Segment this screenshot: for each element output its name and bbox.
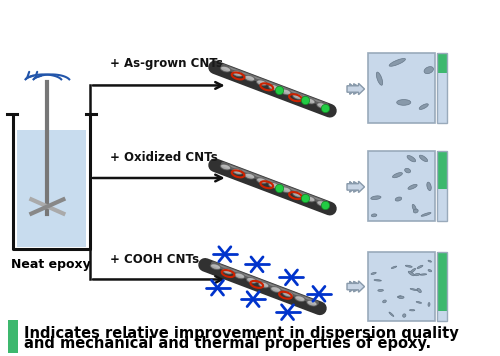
Ellipse shape <box>304 196 315 202</box>
Text: + COOH CNTs: + COOH CNTs <box>110 253 199 266</box>
Bar <box>437 151 446 189</box>
Ellipse shape <box>292 94 303 99</box>
Ellipse shape <box>424 67 434 74</box>
Ellipse shape <box>270 287 281 292</box>
Ellipse shape <box>396 100 411 105</box>
Ellipse shape <box>304 98 315 104</box>
Ellipse shape <box>407 156 416 162</box>
Text: Indicates relative improvement in dispersion quality: Indicates relative improvement in disper… <box>24 326 459 341</box>
Ellipse shape <box>268 84 279 90</box>
Bar <box>437 53 446 123</box>
Ellipse shape <box>395 197 402 201</box>
Bar <box>368 151 435 221</box>
Ellipse shape <box>374 279 382 281</box>
Ellipse shape <box>410 268 416 273</box>
Ellipse shape <box>232 71 242 77</box>
Ellipse shape <box>420 155 428 162</box>
Ellipse shape <box>280 89 291 95</box>
Ellipse shape <box>244 173 255 179</box>
Bar <box>437 189 446 221</box>
Ellipse shape <box>392 266 396 268</box>
Ellipse shape <box>417 265 423 268</box>
Ellipse shape <box>282 291 293 297</box>
Bar <box>437 53 446 73</box>
Bar <box>16 130 86 247</box>
Ellipse shape <box>371 196 381 200</box>
Ellipse shape <box>398 296 402 297</box>
Ellipse shape <box>307 300 317 306</box>
Bar <box>437 252 446 321</box>
Ellipse shape <box>428 303 430 307</box>
Ellipse shape <box>220 164 230 170</box>
Ellipse shape <box>408 271 414 276</box>
Ellipse shape <box>294 296 305 302</box>
Ellipse shape <box>372 214 377 217</box>
Ellipse shape <box>246 277 257 283</box>
Ellipse shape <box>414 273 420 276</box>
Ellipse shape <box>371 272 376 274</box>
FancyArrow shape <box>347 181 364 193</box>
Ellipse shape <box>378 289 384 291</box>
Ellipse shape <box>222 268 232 274</box>
Bar <box>368 53 435 123</box>
Ellipse shape <box>398 296 404 299</box>
Bar <box>437 311 446 321</box>
Ellipse shape <box>234 273 245 279</box>
Ellipse shape <box>412 204 416 212</box>
Text: and mechanical and thermal properties of epoxy.: and mechanical and thermal properties of… <box>24 336 431 351</box>
Bar <box>368 252 435 321</box>
Ellipse shape <box>428 269 432 272</box>
FancyArrow shape <box>347 281 364 292</box>
Ellipse shape <box>232 169 242 174</box>
Ellipse shape <box>414 209 418 213</box>
Ellipse shape <box>428 260 432 262</box>
Ellipse shape <box>258 282 269 288</box>
FancyArrow shape <box>347 83 364 95</box>
Ellipse shape <box>256 178 267 184</box>
Ellipse shape <box>421 213 431 216</box>
Ellipse shape <box>408 184 417 189</box>
Ellipse shape <box>404 168 410 173</box>
Ellipse shape <box>280 187 291 193</box>
Ellipse shape <box>256 80 267 86</box>
Ellipse shape <box>410 309 415 311</box>
Ellipse shape <box>292 192 303 197</box>
Text: + As-grown CNTs: + As-grown CNTs <box>110 57 223 70</box>
Ellipse shape <box>417 288 422 293</box>
Ellipse shape <box>220 66 230 72</box>
Ellipse shape <box>389 312 394 316</box>
Ellipse shape <box>406 265 412 267</box>
Ellipse shape <box>382 300 386 303</box>
Text: Neat epoxy: Neat epoxy <box>12 258 91 271</box>
Ellipse shape <box>392 173 402 178</box>
Ellipse shape <box>268 182 279 188</box>
Ellipse shape <box>427 182 432 190</box>
Ellipse shape <box>210 264 220 269</box>
Bar <box>8 320 18 353</box>
Ellipse shape <box>410 288 418 290</box>
Ellipse shape <box>389 58 406 66</box>
Bar <box>437 73 446 123</box>
Bar <box>437 252 446 311</box>
Ellipse shape <box>317 103 327 109</box>
Ellipse shape <box>416 302 422 303</box>
Ellipse shape <box>402 314 406 317</box>
Ellipse shape <box>244 75 255 81</box>
Ellipse shape <box>419 104 428 109</box>
Ellipse shape <box>420 274 426 275</box>
Ellipse shape <box>376 72 382 85</box>
Bar <box>437 151 446 221</box>
Text: + Oxidized CNTs: + Oxidized CNTs <box>110 151 218 164</box>
Ellipse shape <box>317 201 327 206</box>
